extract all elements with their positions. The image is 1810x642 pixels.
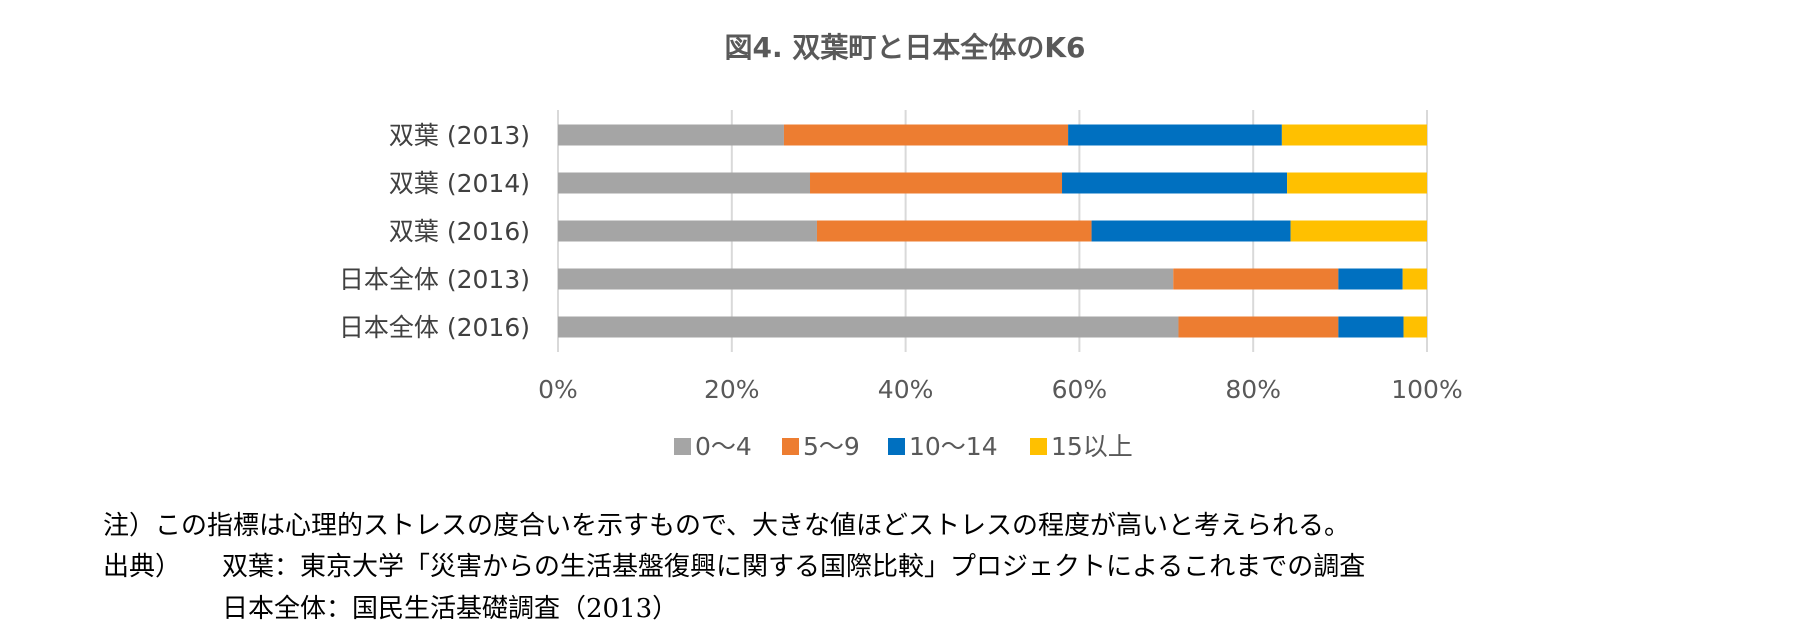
bar-segment <box>1281 124 1427 146</box>
bar-segment <box>558 124 784 146</box>
source-prefix: 出典） <box>103 552 182 582</box>
category-labels: 双葉 (2013) 双葉 (2014) 双葉 (2016) 日本全体 (2013) 日本… <box>339 121 530 342</box>
bar-segment <box>1173 268 1339 290</box>
stacked-bar-chart: 双葉 (2013) 双葉 (2014) 双葉 (2016) 日本全体 (2013) 日本… <box>339 110 1463 461</box>
bar-segment <box>1290 220 1427 242</box>
bar-segment <box>1338 268 1403 290</box>
bar-segment <box>1402 268 1427 290</box>
bars <box>558 124 1427 338</box>
legend-swatch <box>888 438 905 455</box>
legend: 0〜4 5〜9 10〜14 15以上 <box>674 432 1133 461</box>
bar-segment <box>1178 316 1339 338</box>
bar-segment <box>1068 124 1282 146</box>
bar-segment <box>1091 220 1291 242</box>
legend-swatch <box>674 438 691 455</box>
chart-note: 注）この指標は心理的ストレスの度合いを示すもので、大きな値ほどストレスの程度が高… <box>103 511 1350 541</box>
category-label: 双葉 (2014) <box>389 169 530 198</box>
bar-segment <box>816 220 1092 242</box>
x-tick-label: 0% <box>538 375 578 404</box>
x-tick-label: 40% <box>878 375 934 404</box>
x-tick-labels: 0% 20% 40% 60% 80% 100% <box>538 375 1463 404</box>
legend-label: 10〜14 <box>909 432 998 461</box>
bar-segment <box>1062 172 1288 194</box>
bar-segment <box>783 124 1069 146</box>
legend-swatch <box>782 438 799 455</box>
bar-segment <box>1403 316 1427 338</box>
bar-segment <box>1287 172 1427 194</box>
legend-label: 5〜9 <box>803 432 860 461</box>
x-tick-label: 80% <box>1225 375 1281 404</box>
x-tick-label: 100% <box>1391 375 1462 404</box>
bar-segment <box>1338 316 1404 338</box>
category-label: 双葉 (2016) <box>389 217 530 246</box>
bar-segment <box>558 172 811 194</box>
category-label: 日本全体 (2016) <box>339 313 530 342</box>
bar-segment <box>558 316 1179 338</box>
legend-label: 0〜4 <box>695 432 752 461</box>
legend-label: 15以上 <box>1051 432 1133 461</box>
category-label: 双葉 (2013) <box>389 121 530 150</box>
source-line-futaba: 双葉：東京大学「災害からの生活基盤復興に関する国際比較」プロジェクトによるこれま… <box>222 552 1366 582</box>
bar-segment <box>810 172 1063 194</box>
bar-segment <box>558 220 817 242</box>
source-line-japan: 日本全体：国民生活基礎調査（2013） <box>222 594 679 624</box>
x-tick-label: 60% <box>1052 375 1108 404</box>
x-tick-label: 20% <box>704 375 760 404</box>
chart-title: 図4. 双葉町と日本全体のK6 <box>724 31 1086 64</box>
category-label: 日本全体 (2013) <box>339 265 530 294</box>
legend-swatch <box>1030 438 1047 455</box>
bar-segment <box>558 268 1174 290</box>
